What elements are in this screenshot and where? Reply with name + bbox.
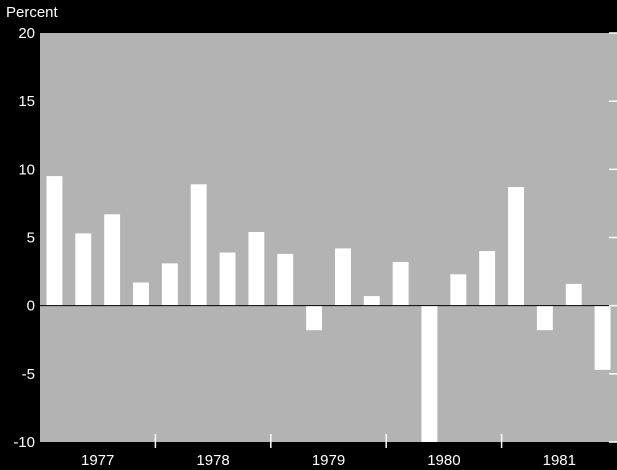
bar [536, 305, 553, 331]
y-tick-label: 20 [18, 25, 35, 42]
bar [190, 184, 207, 306]
y-tick-label: 0 [27, 298, 35, 315]
bar [594, 305, 611, 370]
bar [335, 248, 351, 306]
y-tick-label: 10 [18, 161, 35, 178]
x-tick-label: 1977 [81, 452, 114, 469]
y-tick-label: -5 [22, 366, 35, 383]
bar [392, 262, 409, 306]
bar [133, 282, 149, 306]
y-axis-ticks: 20 15 10 5 0 -5 -10 [13, 25, 617, 451]
x-tick-label: 1979 [312, 452, 345, 469]
bar [248, 232, 265, 306]
bar [306, 305, 322, 331]
bar [277, 253, 294, 306]
plot-area [40, 33, 617, 442]
x-axis-ticks: 1977 1978 1979 1980 1981 [81, 434, 576, 469]
bar [75, 233, 92, 306]
bars-group [46, 176, 611, 442]
bar [479, 251, 496, 306]
x-tick-label: 1978 [196, 452, 229, 469]
y-axis-unit-label: Percent [6, 4, 59, 21]
x-tick-label: 1981 [543, 452, 576, 469]
bar [161, 263, 178, 306]
y-tick-label: 5 [27, 230, 35, 247]
x-tick-label: 1980 [427, 452, 460, 469]
bar [421, 305, 438, 442]
bar [219, 252, 236, 306]
bar [46, 176, 63, 306]
y-tick-label: -10 [13, 434, 35, 451]
y-tick-label: 15 [18, 93, 35, 110]
bar [565, 283, 582, 306]
bar [508, 187, 524, 306]
bar [104, 214, 121, 306]
bar [363, 296, 380, 306]
bar [450, 274, 467, 306]
